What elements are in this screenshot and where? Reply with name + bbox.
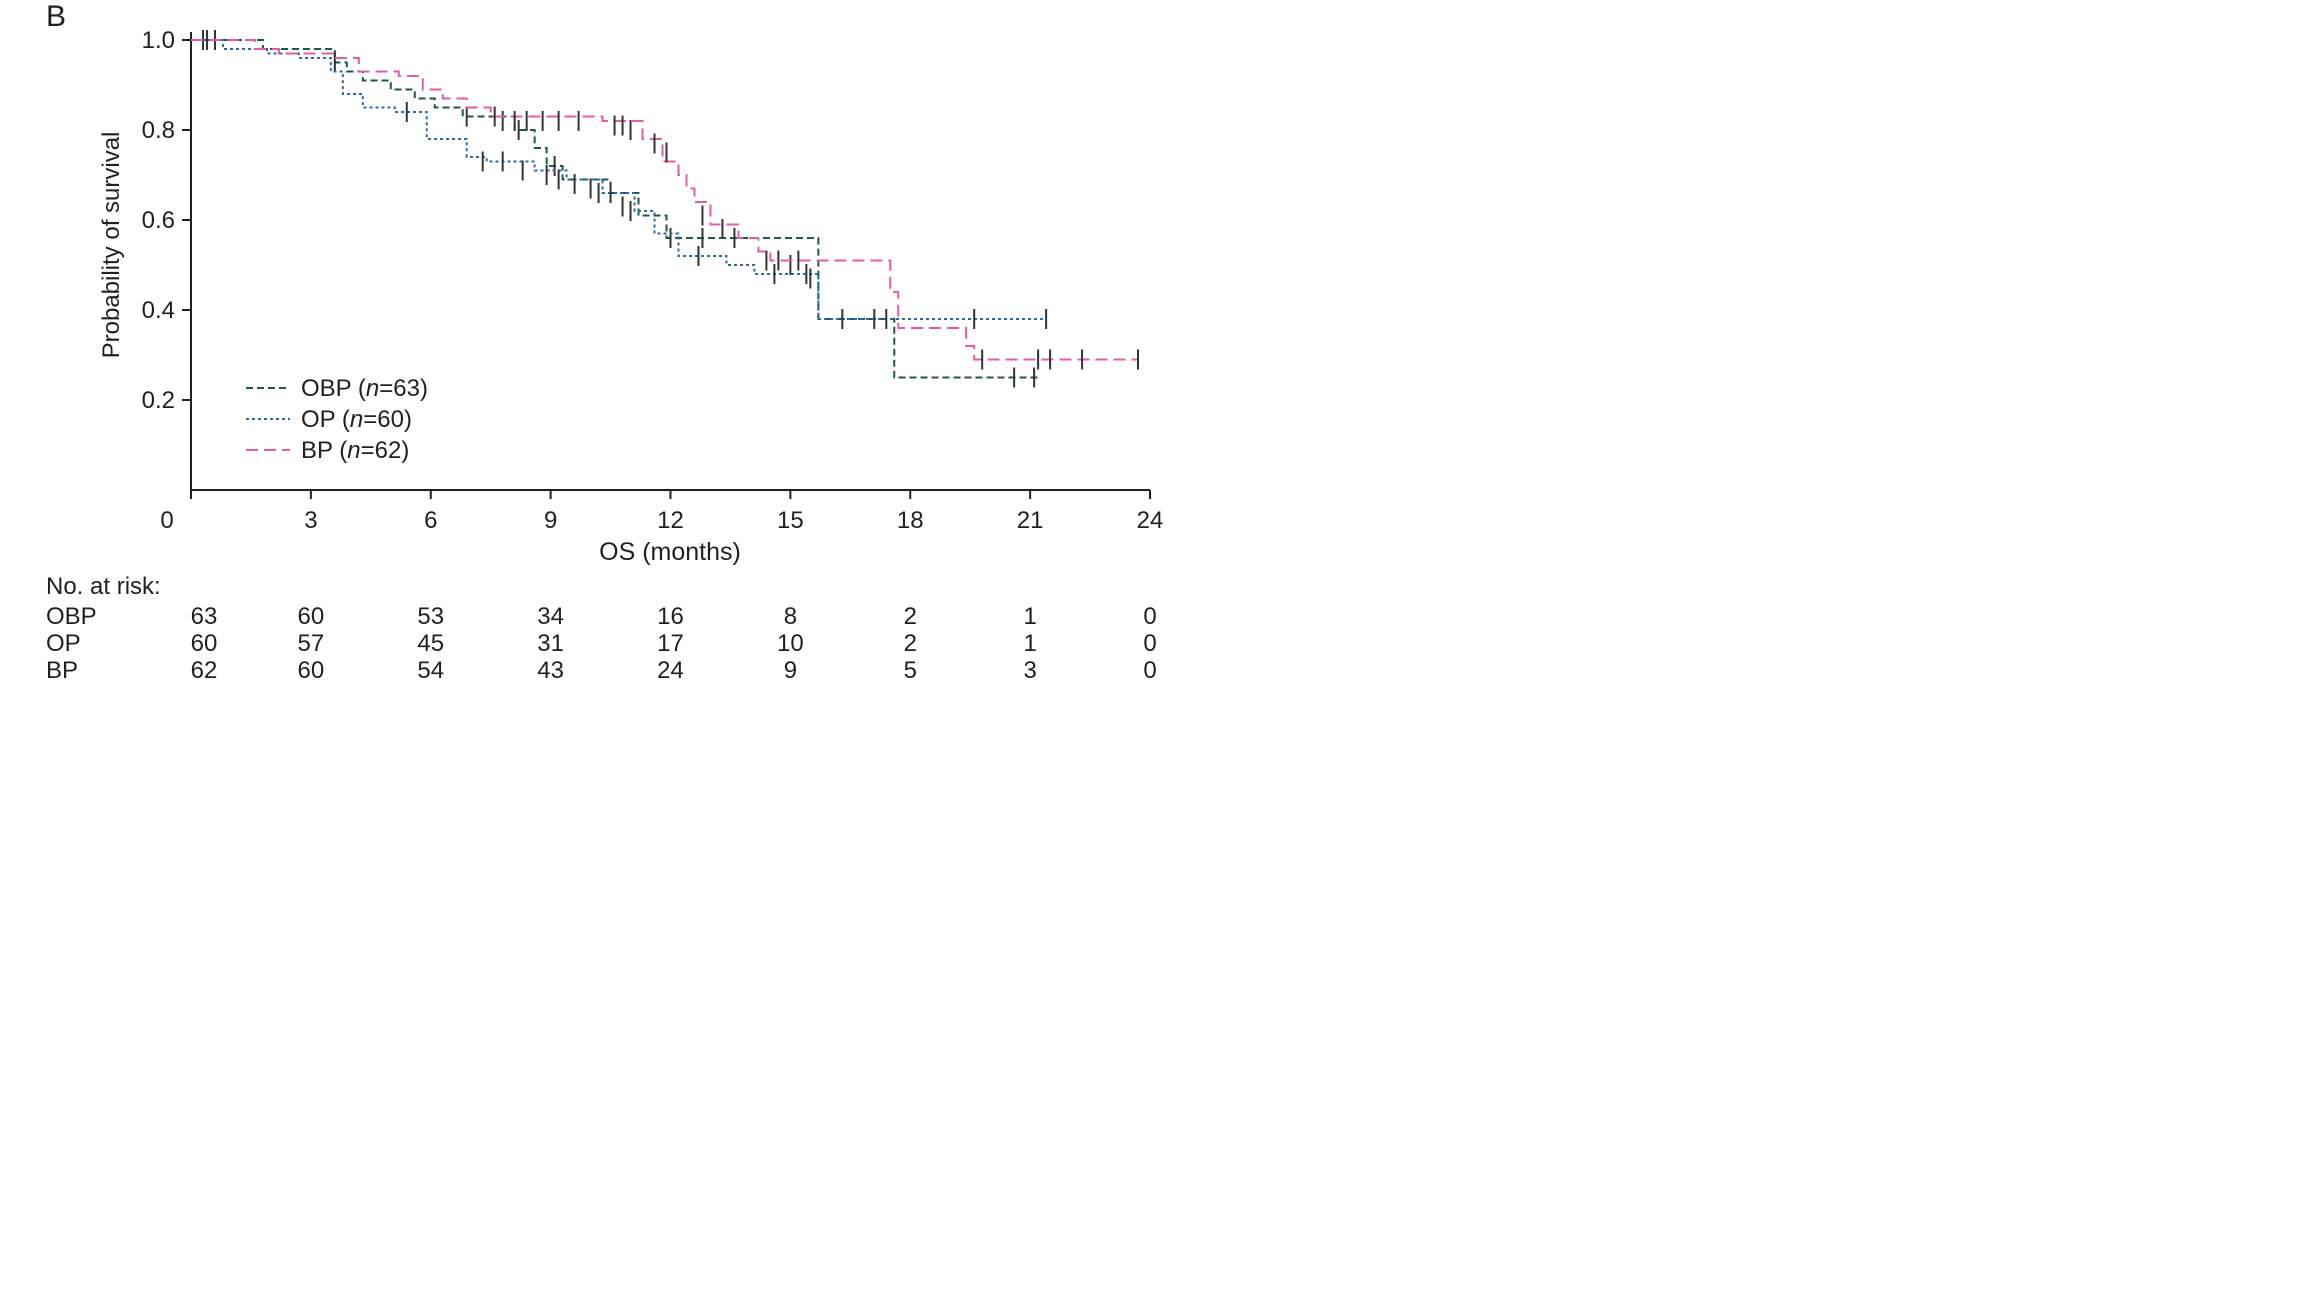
- risk-cell: 60: [298, 603, 325, 630]
- ticks: 0 3 6 9 12 15 18 21 24 0.2 0.4 0.6 0.8 1.0: [142, 27, 1164, 534]
- x-tick-label: 6: [424, 507, 437, 534]
- x-tick-label: 15: [777, 507, 804, 534]
- risk-cell: 2: [904, 603, 917, 630]
- y-tick-label: 0.6: [142, 207, 175, 234]
- x-tick-label: 21: [1017, 507, 1044, 534]
- risk-cell: 60: [298, 657, 325, 684]
- y-axis-label: Probability of survival: [98, 132, 125, 359]
- risk-cell: 31: [537, 630, 564, 657]
- series-op-curve: [191, 39, 1047, 320]
- risk-cell: 0: [1143, 630, 1156, 657]
- risk-cell: 45: [417, 630, 444, 657]
- risk-cell: 10: [777, 630, 804, 657]
- x-tick-label: 0: [160, 507, 173, 534]
- x-axis-label: OS (months): [599, 538, 741, 566]
- panel-label: B: [46, 0, 66, 33]
- y-tick-label: 0.4: [142, 297, 175, 324]
- risk-row-label: OP: [46, 630, 81, 657]
- x-tick-label: 3: [304, 507, 317, 534]
- series-layer: [191, 30, 1140, 388]
- risk-cell: 0: [1143, 657, 1156, 684]
- risk-table-title: No. at risk:: [46, 573, 161, 600]
- risk-table: No. at risk: OBP 63 60 53 34 16 8 2 1 0OP 60 57 45 31…: [46, 573, 1157, 684]
- risk-cell: 53: [417, 603, 444, 630]
- risk-cell: 24: [657, 657, 684, 684]
- legend-label-bp: BP (n=62): [301, 437, 409, 464]
- risk-cell: 62: [191, 657, 218, 684]
- risk-cell: 9: [784, 657, 797, 684]
- legend-label-op: OP (n=60): [301, 406, 412, 433]
- risk-cell: 34: [537, 603, 564, 630]
- risk-cell: 63: [191, 603, 218, 630]
- risk-cell: 2: [904, 630, 917, 657]
- x-tick-label: 9: [544, 507, 557, 534]
- risk-cell: 1: [1023, 603, 1036, 630]
- risk-row-label: BP: [46, 657, 78, 684]
- risk-cell: 57: [298, 630, 325, 657]
- legend-label-obp: OBP (n=63): [301, 375, 428, 402]
- series-obp-curve: [191, 39, 1039, 379]
- legend: OBP (n=63) OP (n=60) BP (n=62): [246, 375, 428, 464]
- y-tick-label: 1.0: [142, 27, 175, 54]
- series-bp-curve: [191, 39, 1139, 361]
- risk-cell: 17: [657, 630, 684, 657]
- y-tick-label: 0.2: [142, 387, 175, 414]
- risk-cell: 0: [1143, 603, 1156, 630]
- risk-cell: 3: [1023, 657, 1036, 684]
- risk-cell: 16: [657, 603, 684, 630]
- risk-cell: 1: [1023, 630, 1036, 657]
- risk-cell: 54: [417, 657, 444, 684]
- x-tick-label: 24: [1137, 507, 1164, 534]
- risk-cell: 5: [904, 657, 917, 684]
- x-tick-label: 12: [657, 507, 684, 534]
- y-tick-label: 0.8: [142, 117, 175, 144]
- risk-cell: 8: [784, 603, 797, 630]
- x-tick-label: 18: [897, 507, 924, 534]
- risk-row-label: OBP: [46, 603, 97, 630]
- risk-cell: 60: [191, 630, 218, 657]
- risk-cell: 43: [537, 657, 564, 684]
